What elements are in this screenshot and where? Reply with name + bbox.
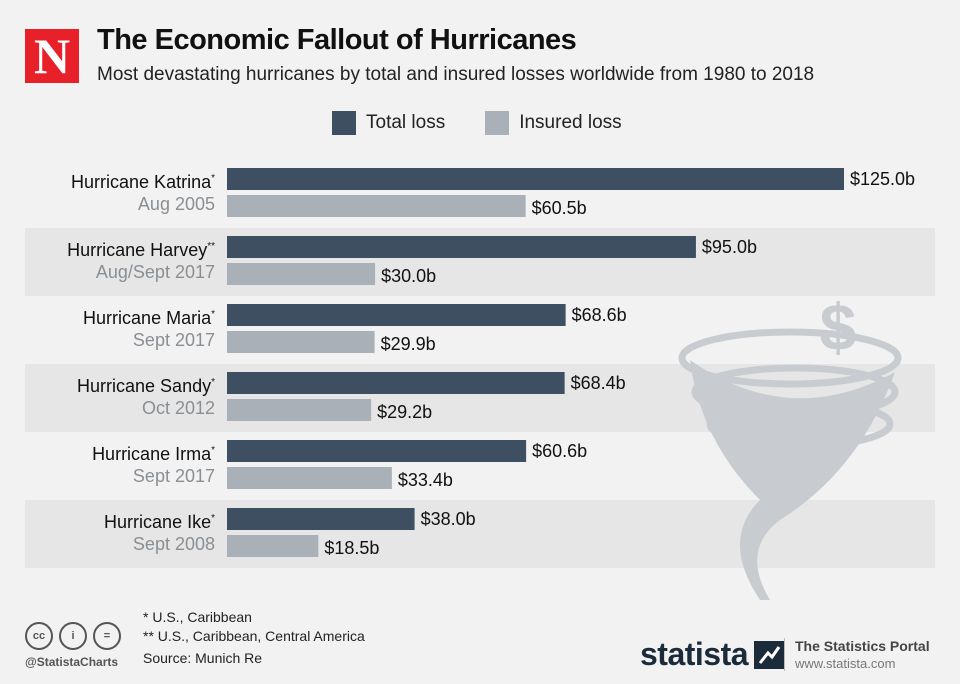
- statista-wordmark: statista: [640, 636, 748, 673]
- bar-insured-loss: [227, 467, 392, 489]
- date-label: Aug 2005: [138, 194, 215, 214]
- category-label: Hurricane Irma*: [92, 444, 215, 464]
- data-label-total: $60.6b: [532, 441, 587, 461]
- bar-total-loss: [227, 304, 566, 326]
- date-label: Sept 2017: [133, 466, 215, 486]
- data-label-insured: $33.4b: [398, 470, 453, 490]
- dollar-sign-icon: $: [820, 290, 857, 364]
- footnotes: * U.S., Caribbean ** U.S., Caribbean, Ce…: [143, 608, 365, 668]
- data-label-total: $38.0b: [421, 509, 476, 529]
- bar-insured-loss: [227, 535, 318, 557]
- date-label: Sept 2017: [133, 330, 215, 350]
- footnote-double: ** U.S., Caribbean, Central America: [143, 627, 365, 646]
- creative-commons-icon: cc: [25, 622, 53, 650]
- bar-insured-loss: [227, 399, 371, 421]
- category-label: Hurricane Harvey**: [67, 240, 215, 260]
- portal-url: www.statista.com: [795, 656, 930, 671]
- date-label: Aug/Sept 2017: [96, 262, 215, 282]
- data-label-insured: $30.0b: [381, 266, 436, 286]
- data-label-total: $68.6b: [572, 305, 627, 325]
- data-label-total: $68.4b: [571, 373, 626, 393]
- data-label-total: $125.0b: [850, 169, 915, 189]
- bar-total-loss: [227, 440, 526, 462]
- bar-insured-loss: [227, 195, 526, 217]
- social-handle: @StatistaCharts: [25, 655, 118, 669]
- date-label: Oct 2012: [142, 398, 215, 418]
- license-icons: cc i =: [25, 622, 127, 650]
- bar-total-loss: [227, 236, 696, 258]
- statista-mark-icon: [754, 641, 784, 669]
- category-label: Hurricane Sandy*: [77, 376, 215, 396]
- data-label-total: $95.0b: [702, 237, 757, 257]
- bar-total-loss: [227, 372, 565, 394]
- date-label: Sept 2008: [133, 534, 215, 554]
- data-label-insured: $60.5b: [532, 198, 587, 218]
- statista-logo[interactable]: statista: [640, 636, 784, 673]
- bar-chart: $ Hurricane Katrina*Aug 2005 $125.0b $60.5…: [0, 0, 960, 600]
- attribution-icon: i: [59, 622, 87, 650]
- category-label: Hurricane Maria*: [83, 308, 215, 328]
- bar-insured-loss: [227, 331, 375, 353]
- bar-total-loss: [227, 508, 415, 530]
- portal-title: The Statistics Portal: [795, 638, 930, 654]
- bar-total-loss: [227, 168, 844, 190]
- statista-portal[interactable]: The Statistics Portal www.statista.com: [784, 638, 930, 671]
- bar-insured-loss: [227, 263, 375, 285]
- data-label-insured: $18.5b: [324, 538, 379, 558]
- category-label: Hurricane Ike*: [104, 512, 215, 532]
- category-label: Hurricane Katrina*: [71, 172, 215, 192]
- data-label-insured: $29.9b: [381, 334, 436, 354]
- no-derivatives-icon: =: [93, 622, 121, 650]
- footnote-single: * U.S., Caribbean: [143, 608, 365, 627]
- source-note: Source: Munich Re: [143, 649, 365, 668]
- data-label-insured: $29.2b: [377, 402, 432, 422]
